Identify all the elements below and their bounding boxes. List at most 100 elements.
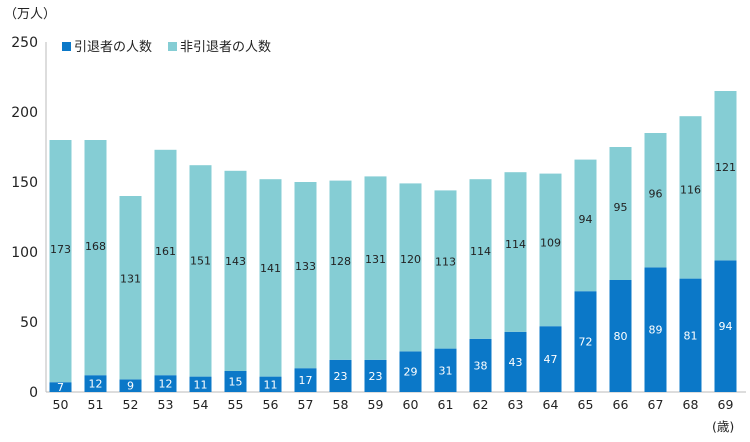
- bar-non-retired-value-label: 94: [579, 213, 593, 226]
- y-tick-label: 200: [11, 105, 38, 121]
- bar-retired: [329, 359, 352, 392]
- bar-non-retired: [504, 172, 527, 332]
- bar-non-retired: [644, 133, 667, 268]
- x-tick-label: 52: [123, 397, 139, 412]
- bar-retired-value-label: 12: [159, 378, 173, 391]
- bar-retired-value-label: 23: [334, 370, 348, 383]
- x-axis-ticks: 50 51 52 53 54 55 56 57 58 59 60 61 62 63 64 65 66 67 68 69: [53, 397, 734, 412]
- bar-non-retired-value-label: 131: [120, 273, 141, 286]
- y-tick-label: 150: [11, 175, 38, 191]
- bar-retired-value-label: 89: [649, 324, 663, 337]
- bar-retired-value-label: 38: [474, 359, 488, 372]
- bar-retired: [434, 348, 457, 392]
- bar-retired-value-label: 11: [194, 378, 208, 391]
- x-tick-label: 60: [403, 397, 419, 412]
- bar-retired-value-label: 23: [369, 370, 383, 383]
- bar-retired: [224, 371, 247, 392]
- x-axis-unit-label: (歳): [712, 419, 734, 434]
- bar-non-retired: [224, 170, 247, 371]
- y-tick-label: 250: [11, 35, 38, 51]
- y-tick-label: 0: [29, 385, 38, 401]
- bar-retired: [154, 375, 177, 392]
- x-tick-label: 61: [438, 397, 454, 412]
- bar-retired-value-label: 81: [684, 329, 698, 342]
- bar-non-retired: [679, 116, 702, 279]
- bar-non-retired: [259, 179, 282, 377]
- x-tick-label: 57: [298, 397, 314, 412]
- bar-non-retired: [364, 176, 387, 360]
- bar-retired-value-label: 80: [614, 330, 628, 343]
- bar-retired-value-label: 9: [127, 380, 134, 393]
- bar-non-retired: [329, 180, 352, 360]
- bar-non-retired-value-label: 114: [505, 238, 526, 251]
- x-tick-label: 56: [263, 397, 279, 412]
- bar-retired-value-label: 94: [719, 320, 733, 333]
- bar-non-retired: [154, 149, 177, 376]
- y-axis-ticks: 0 50 100 150 200 250: [11, 35, 38, 401]
- bar-non-retired-value-label: 120: [400, 253, 421, 266]
- bar-non-retired: [574, 159, 597, 292]
- bar-non-retired-value-label: 173: [50, 243, 71, 256]
- bar-retired: [294, 368, 317, 392]
- bar-retired-value-label: 47: [544, 353, 558, 366]
- bar-non-retired: [399, 183, 422, 352]
- bar-retired: [119, 379, 142, 392]
- bar-non-retired: [189, 165, 212, 377]
- x-tick-label: 66: [613, 397, 629, 412]
- bar-retired-value-label: 7: [57, 381, 64, 394]
- y-tick-label: 100: [11, 245, 38, 261]
- bar-non-retired-value-label: 131: [365, 253, 386, 266]
- x-tick-label: 55: [228, 397, 244, 412]
- bar-retired: [84, 375, 107, 392]
- bar-non-retired-value-label: 128: [330, 255, 351, 268]
- bar-retired-value-label: 31: [439, 364, 453, 377]
- legend-label-non-retired: 非引退者の人数: [180, 40, 271, 55]
- bar-retired: [644, 267, 667, 392]
- bar-non-retired-value-label: 113: [435, 256, 456, 269]
- x-tick-label: 65: [578, 397, 594, 412]
- legend-label-retired: 引退者の人数: [74, 40, 152, 55]
- bar-non-retired: [714, 91, 737, 261]
- bar-non-retired-value-label: 95: [614, 201, 628, 214]
- bar-non-retired-value-label: 133: [295, 260, 316, 273]
- bar-retired: [189, 376, 212, 392]
- bar-non-retired: [84, 140, 107, 376]
- bar-non-retired: [49, 140, 72, 383]
- bar-non-retired-value-label: 143: [225, 255, 246, 268]
- bar-series-group: 7 173 12 168 9 131 12 161 11 151 15 143 11 141 17 133 23…: [49, 91, 737, 394]
- x-tick-label: 51: [88, 397, 104, 412]
- bar-non-retired-value-label: 109: [540, 236, 561, 249]
- bar-retired-value-label: 29: [404, 366, 418, 379]
- bar-retired: [469, 338, 492, 392]
- bar-retired-value-label: 11: [264, 378, 278, 391]
- x-tick-label: 50: [53, 397, 69, 412]
- x-tick-label: 53: [158, 397, 174, 412]
- bar-non-retired-value-label: 161: [155, 245, 176, 258]
- bar-retired: [49, 382, 72, 392]
- bar-non-retired: [119, 196, 142, 380]
- bar-non-retired: [294, 182, 317, 369]
- bar-retired: [399, 351, 422, 392]
- bar-retired: [364, 359, 387, 392]
- bar-non-retired-value-label: 168: [85, 240, 106, 253]
- bar-retired: [679, 278, 702, 392]
- x-tick-label: 67: [648, 397, 664, 412]
- bar-non-retired: [539, 173, 562, 327]
- legend-swatch-non-retired: [168, 42, 177, 51]
- bar-retired-value-label: 15: [229, 376, 243, 389]
- bar-non-retired-value-label: 121: [715, 161, 736, 174]
- bar-retired: [609, 280, 632, 392]
- bar-non-retired-value-label: 151: [190, 254, 211, 267]
- y-tick-label: 50: [20, 315, 38, 331]
- bar-retired-value-label: 17: [299, 374, 313, 387]
- bar-non-retired: [469, 179, 492, 339]
- x-tick-label: 68: [683, 397, 699, 412]
- bar-retired-value-label: 72: [579, 336, 593, 349]
- x-tick-label: 63: [508, 397, 524, 412]
- bar-non-retired: [434, 190, 457, 349]
- bar-retired: [539, 326, 562, 392]
- x-tick-label: 69: [718, 397, 734, 412]
- y-axis-unit-label: （万人）: [4, 7, 56, 22]
